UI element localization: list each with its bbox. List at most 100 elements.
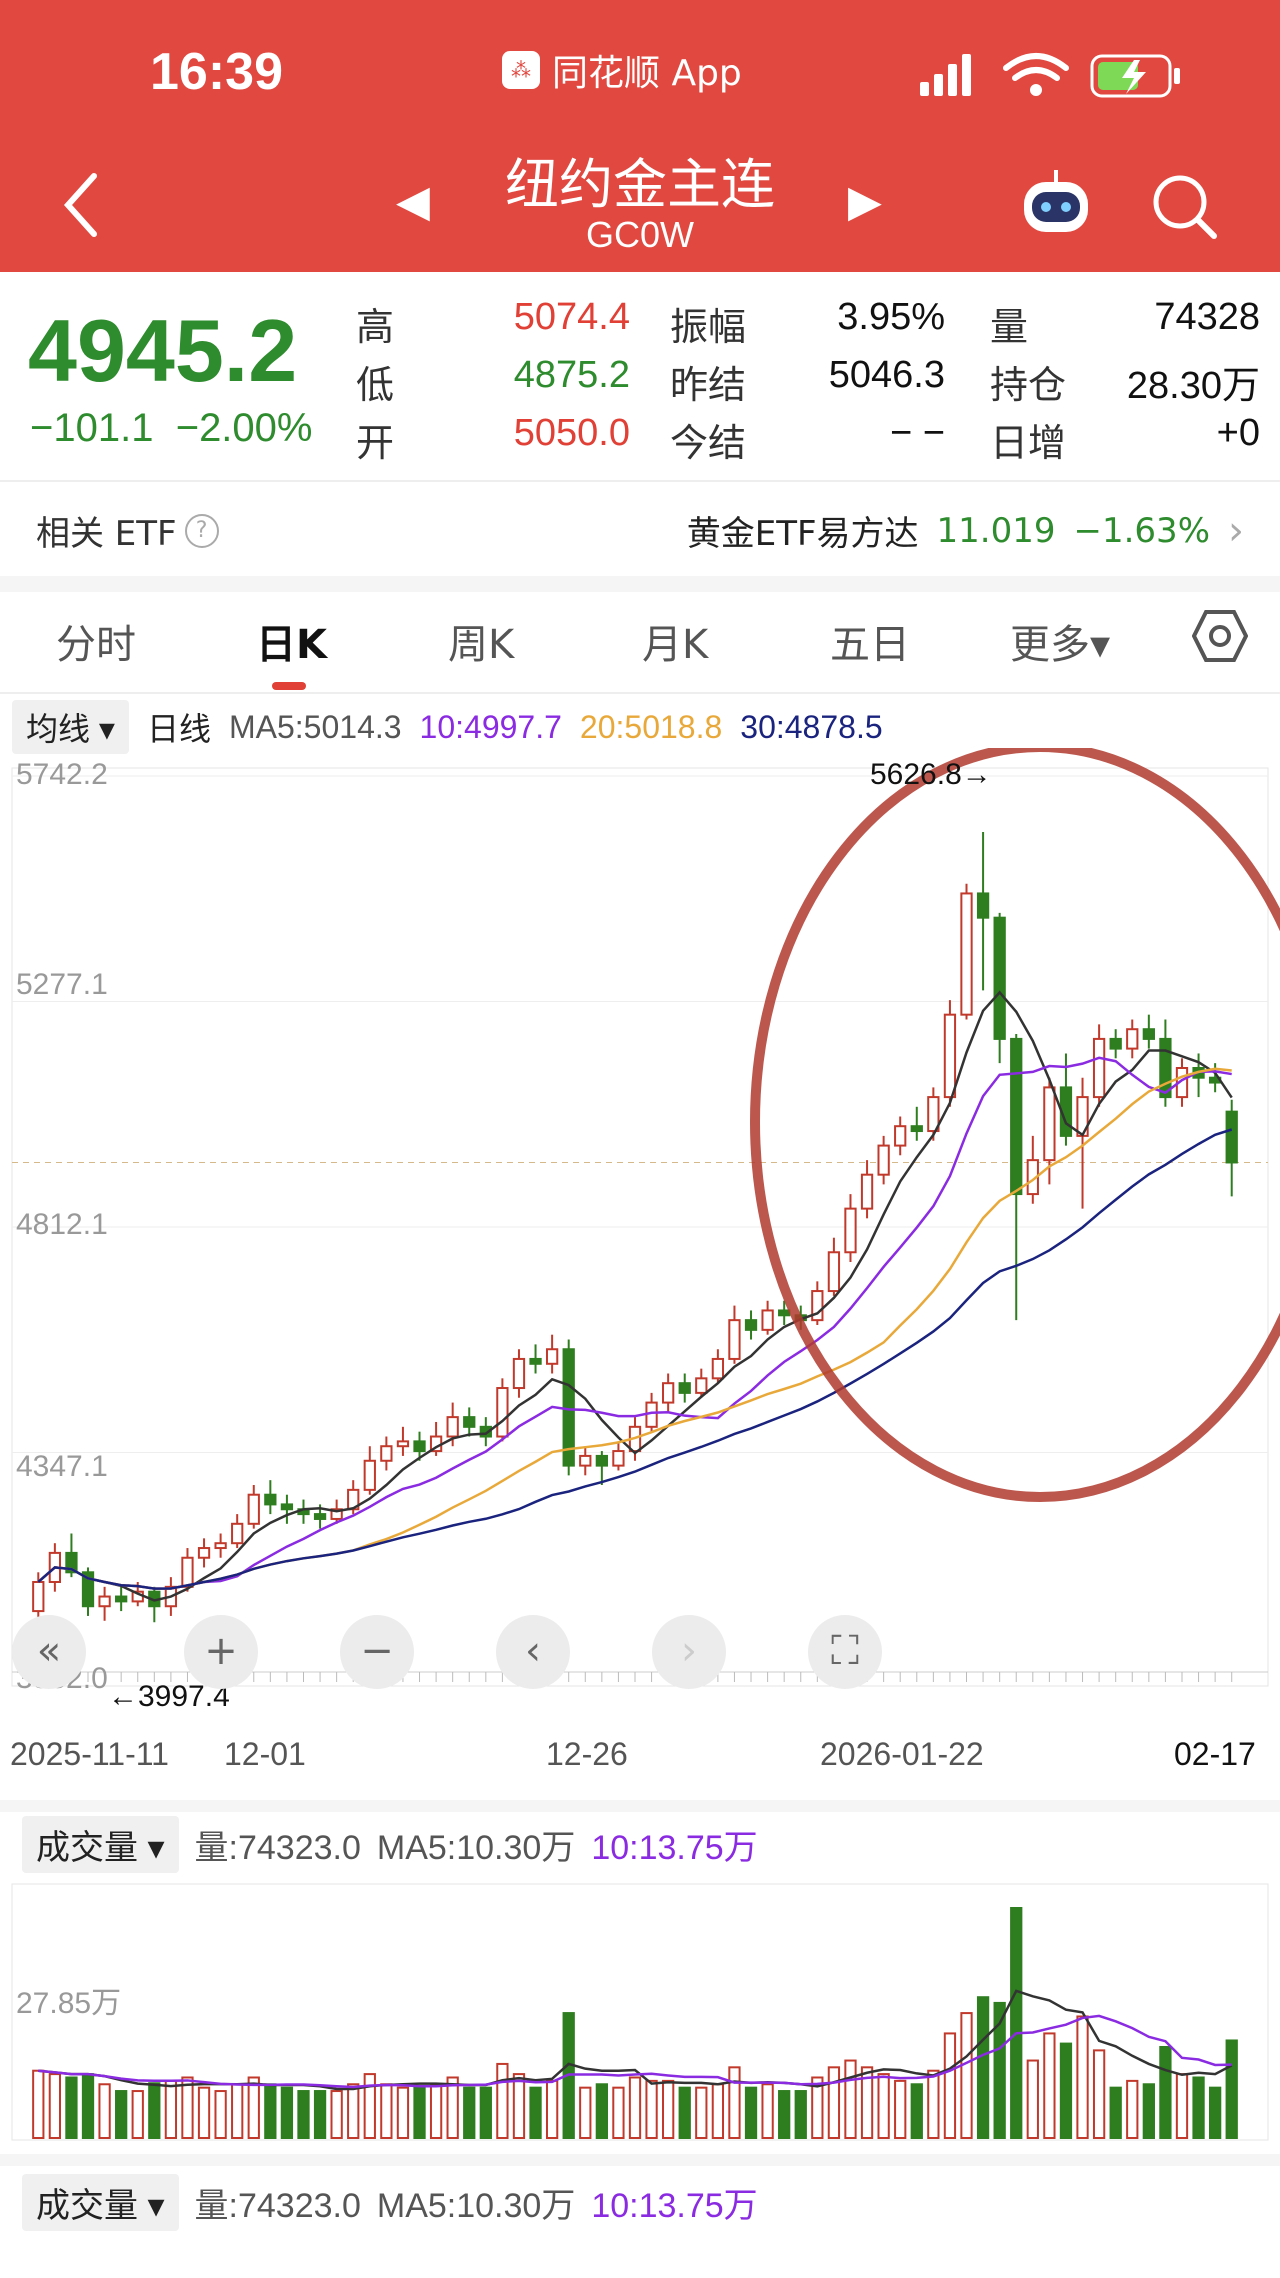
volume-bar: [1076, 2015, 1089, 2139]
candle-body: [960, 892, 973, 1016]
indicator-select[interactable]: 均线 ▾: [12, 700, 129, 754]
candle-body: [264, 1493, 277, 1506]
next-contract-button[interactable]: ▶: [848, 176, 882, 227]
volume-bar: [446, 2076, 459, 2140]
candle-body: [214, 1542, 227, 1550]
y-tick: 5277.1: [16, 968, 108, 1001]
page-title: 纽约金主连: [505, 153, 775, 216]
volume-bar: [347, 2083, 360, 2139]
volume-bar: [1010, 1907, 1023, 2139]
pan-left-button[interactable]: ‹: [496, 1615, 570, 1689]
volume-bar: [943, 2032, 957, 2139]
related-etf-link[interactable]: 黄金ETF易方达 11.019 −1.63% ›: [687, 506, 1244, 555]
volume-bar: [1092, 2049, 1106, 2139]
volume-bar: [380, 2083, 393, 2139]
ma30-value: 30:4878.5: [740, 708, 883, 745]
back-button[interactable]: [62, 170, 102, 244]
candle-body: [579, 1454, 592, 1467]
volume-bar: [313, 2090, 327, 2139]
chevron-right-icon: ›: [1228, 507, 1244, 554]
candle-body: [496, 1387, 509, 1438]
volume-chart[interactable]: [0, 1880, 1280, 2150]
high-annotation: 5626.8→: [870, 758, 992, 791]
x-tick: 12-26: [546, 1736, 628, 1772]
tab-more[interactable]: 更多▾: [1010, 622, 1111, 668]
settings-hexagon-icon[interactable]: [1191, 608, 1249, 668]
label-low: 低: [356, 365, 395, 407]
ma5-line: [37, 990, 1233, 1602]
label-open: 开: [356, 423, 395, 465]
candle-body: [1109, 1037, 1122, 1050]
active-tab-indicator: [272, 682, 306, 690]
label-high: 高: [356, 307, 395, 349]
candle-body: [65, 1551, 78, 1574]
volume-bar: [960, 2012, 973, 2139]
volume-bar: [794, 2090, 807, 2139]
tab-intraday[interactable]: 分时: [56, 622, 136, 668]
volume-value: 量:74323.0: [194, 1829, 361, 1867]
volume-bar: [1142, 2083, 1155, 2139]
related-etf-label: 相关 ETF ?: [36, 506, 219, 555]
pan-right-button[interactable]: ›: [652, 1615, 726, 1689]
candle-body: [711, 1357, 725, 1380]
volume-bar: [860, 2066, 874, 2139]
label-amplitude: 振幅: [670, 307, 747, 349]
candlestick-chart[interactable]: [0, 748, 1280, 1728]
volume-bar: [280, 2086, 294, 2139]
x-tick: 12-01: [224, 1736, 306, 1772]
assistant-robot-icon[interactable]: [1018, 168, 1094, 242]
volume-indicator-select[interactable]: 成交量 ▾: [22, 2174, 179, 2231]
volume-bar: [711, 2083, 725, 2139]
volume-value: 量:74323.0: [194, 2187, 361, 2225]
tab-daily-k[interactable]: 日K: [256, 622, 327, 668]
candle-body: [976, 892, 990, 919]
help-icon[interactable]: ?: [184, 513, 219, 548]
volume-bar: [662, 2079, 675, 2140]
rewind-icon[interactable]: «: [12, 1615, 86, 1689]
search-icon[interactable]: [1150, 172, 1220, 246]
volume-bar: [330, 2090, 343, 2139]
tab-weekly-k[interactable]: 周K: [448, 622, 515, 668]
volume-bar: [164, 2079, 178, 2140]
volume-bar: [744, 2086, 758, 2139]
section-gap: [0, 2154, 1280, 2166]
zoom-in-button[interactable]: +: [184, 1615, 258, 1689]
volume-bar: [1159, 2045, 1172, 2139]
zoom-out-button[interactable]: −: [340, 1615, 414, 1689]
volume-bar: [927, 2069, 940, 2139]
candle-body: [827, 1251, 841, 1293]
candle-body: [1126, 1028, 1139, 1050]
fullscreen-icon[interactable]: ⛶: [808, 1615, 882, 1689]
candle-body: [778, 1309, 791, 1317]
volume-bar: [628, 2076, 642, 2140]
volume-bar: [1175, 2073, 1189, 2140]
tab-five-day[interactable]: 五日: [830, 622, 910, 668]
value-today-settle: − −: [890, 412, 945, 454]
tab-monthly-k[interactable]: 月K: [642, 622, 709, 668]
candle-body: [678, 1382, 691, 1394]
volume-ma10: 10:13.75万: [591, 1829, 758, 1867]
battery-icon: [1090, 54, 1180, 98]
prev-contract-button[interactable]: ◀: [396, 176, 430, 227]
x-tick: 2026-01-22: [820, 1736, 984, 1772]
candle-body: [247, 1493, 260, 1525]
volume-bar: [363, 2073, 376, 2140]
volume-bar: [32, 2069, 45, 2139]
volume-bar: [512, 2073, 526, 2140]
divider: [0, 480, 1280, 482]
candle-body: [595, 1454, 608, 1467]
volume-bar: [910, 2083, 923, 2139]
candle-body: [330, 1508, 343, 1520]
app-logo-icon: ⁂: [502, 51, 540, 89]
ma5-value: MA5:5014.3: [228, 708, 402, 745]
volume-bar: [396, 2086, 410, 2139]
volume-legend-2: 成交量 ▾ 量:74323.0 MA5:10.30万 10:13.75万: [22, 2174, 758, 2231]
volume-bar: [1225, 2039, 1238, 2139]
volume-bar: [877, 2073, 890, 2140]
volume-bar: [115, 2090, 128, 2139]
volume-bar: [429, 2083, 443, 2139]
candle-body: [1010, 1037, 1023, 1196]
volume-legend: 成交量 ▾ 量:74323.0 MA5:10.30万 10:13.75万: [22, 1816, 758, 1873]
volume-indicator-select[interactable]: 成交量 ▾: [22, 1816, 179, 1873]
volume-bar: [98, 2083, 111, 2139]
